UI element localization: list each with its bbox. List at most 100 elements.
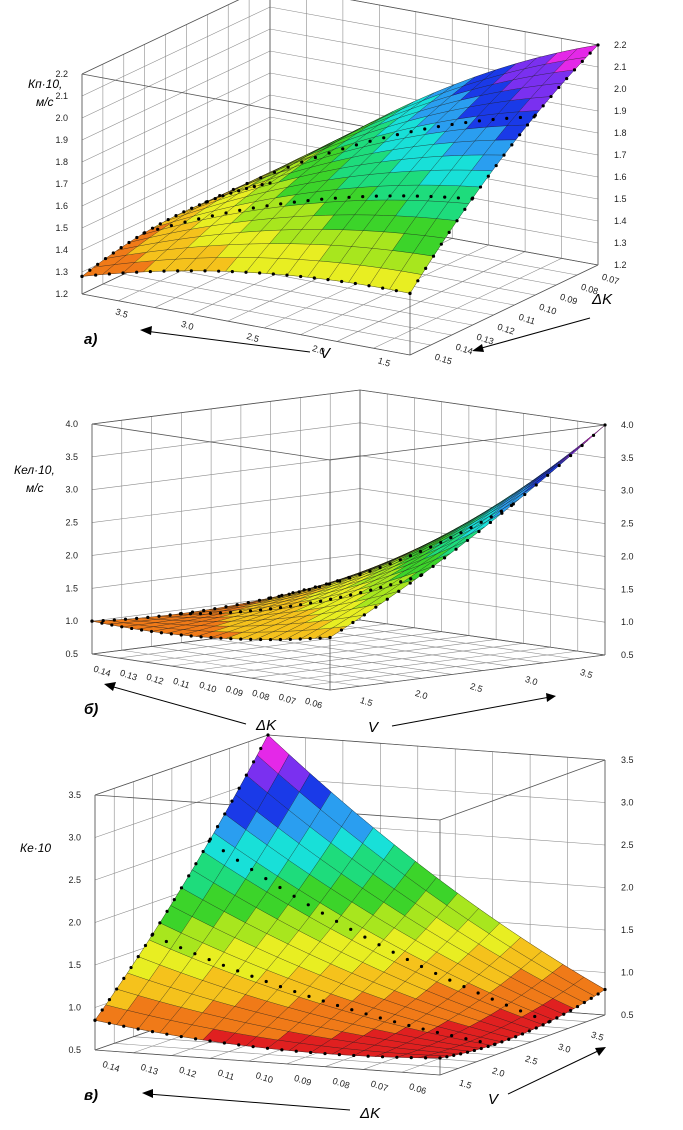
data-point (334, 919, 339, 923)
surface-mesh-line (258, 56, 587, 186)
data-point (353, 281, 357, 286)
data-point (136, 954, 140, 959)
floor-grid-line (211, 638, 453, 675)
surface-mesh-line (269, 44, 599, 184)
data-point (292, 200, 296, 204)
data-point (279, 202, 283, 206)
data-point (237, 1043, 241, 1047)
data-point (244, 773, 248, 777)
data-point (260, 183, 264, 187)
data-point (450, 122, 454, 127)
data-point (339, 628, 344, 632)
data-point (423, 127, 427, 131)
surface-mesh-line (288, 893, 458, 1051)
y-axis-arrow-a (477, 317, 591, 350)
data-point (88, 268, 92, 272)
z-axis-title-a-line2: м/с (36, 95, 54, 109)
data-point (368, 569, 372, 573)
z-tick-label-right: 1.3 (614, 238, 627, 248)
data-point (476, 991, 480, 995)
data-point (374, 605, 378, 609)
z-tick-label-left: 1.0 (68, 1003, 81, 1013)
data-point (549, 94, 553, 99)
data-point (218, 194, 222, 198)
data-point (251, 1045, 255, 1049)
data-point (408, 291, 412, 295)
data-point (251, 760, 256, 764)
data-point (582, 1000, 586, 1005)
data-point (309, 601, 313, 605)
y-tick-label: 0.12 (178, 1065, 198, 1080)
data-point (534, 1026, 538, 1030)
box-edge (439, 759, 606, 821)
data-point (179, 946, 183, 950)
data-point (285, 273, 289, 277)
y-tick-label: 0.14 (454, 342, 474, 357)
data-point (215, 825, 220, 829)
data-point (90, 619, 94, 623)
surface-mesh-line (267, 734, 606, 990)
box-edge (349, 0, 599, 46)
data-point (300, 160, 304, 164)
data-point (237, 189, 241, 193)
floor-grid-line (303, 650, 578, 687)
data-point (308, 637, 312, 641)
x-tick-label: 3.5 (114, 307, 129, 320)
data-point (394, 289, 398, 293)
data-point (520, 1032, 525, 1036)
box-edge (359, 389, 606, 426)
y-tick-label: 0.14 (101, 1059, 121, 1074)
data-point (291, 591, 295, 595)
surface-mesh-line (202, 851, 544, 1025)
y-tick-label: 0.11 (217, 1068, 236, 1083)
data-point (415, 194, 419, 198)
y-tick-label: 0.11 (517, 312, 536, 327)
data-point (565, 76, 569, 81)
data-point (395, 133, 400, 137)
data-point (269, 596, 273, 600)
data-point (435, 1030, 439, 1035)
data-point (139, 628, 144, 632)
data-point (511, 502, 515, 506)
data-point (452, 1053, 456, 1058)
x-tick-label: 3.0 (180, 319, 195, 332)
data-point (209, 635, 213, 640)
surface-mesh-line (389, 48, 578, 290)
data-point (135, 270, 139, 274)
data-point (464, 1037, 468, 1041)
surface-mesh-line (187, 139, 516, 211)
data-point (149, 629, 154, 634)
data-point (238, 610, 243, 614)
z-tick-label-left: 2.5 (65, 518, 78, 528)
data-point (107, 272, 111, 276)
x-tick-label: 2.0 (311, 343, 326, 356)
data-point (447, 230, 451, 234)
data-point (399, 580, 403, 584)
data-point (193, 952, 197, 956)
data-point (339, 595, 343, 599)
data-point (268, 637, 273, 642)
data-point (286, 165, 290, 169)
z-tick-label-right: 1.5 (614, 194, 627, 204)
data-point (174, 214, 178, 218)
data-point (490, 997, 494, 1001)
y-tick-label: 0.08 (251, 688, 271, 703)
data-point (229, 637, 233, 641)
floor-grid-line (102, 283, 431, 346)
surface-mesh-line (286, 76, 476, 276)
data-point (603, 987, 607, 992)
data-point (459, 1052, 463, 1056)
z-axis-title-b-line1: Кел·10, (14, 463, 55, 477)
z-tick-label-right: 2.2 (614, 40, 627, 50)
data-point (385, 597, 389, 601)
data-point (337, 1052, 341, 1057)
z-tick-label-left: 1.5 (65, 583, 78, 593)
data-point (442, 556, 447, 560)
data-point (169, 223, 173, 228)
y-tick-label: 0.14 (92, 664, 112, 679)
y-tick-label: 0.13 (119, 668, 139, 683)
surface-mesh-line (396, 964, 564, 1058)
y-axis-title-c: ΔK (359, 1105, 381, 1122)
data-point (464, 120, 468, 125)
data-point (518, 1009, 523, 1013)
